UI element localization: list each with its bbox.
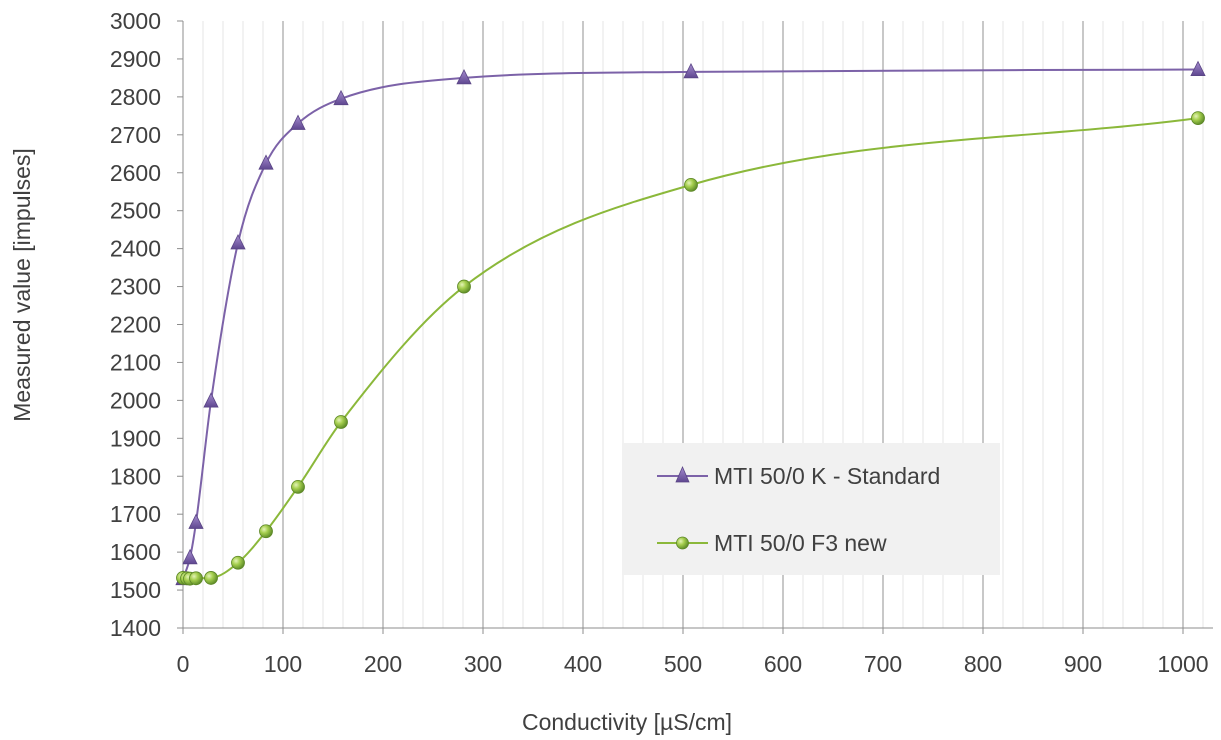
y-tick-label: 3000 xyxy=(110,8,161,34)
y-tick-label: 2200 xyxy=(110,312,161,338)
series-group xyxy=(175,60,1206,586)
data-point-circle xyxy=(684,177,698,192)
legend-triangle-marker xyxy=(675,465,690,483)
y-tick-label: 1600 xyxy=(110,539,161,565)
y-tick-label: 2500 xyxy=(110,198,161,224)
y-tick-label: 2900 xyxy=(110,46,161,72)
y-tick-label: 2800 xyxy=(110,84,161,110)
x-tick-label: 600 xyxy=(764,651,802,677)
legend-box xyxy=(622,443,1000,575)
data-point-triangle xyxy=(258,154,274,170)
y-tick-label: 2400 xyxy=(110,236,161,262)
data-point-circle xyxy=(231,555,245,570)
x-tick-labels: 0 100 200 300 400 500 600 700 800 900 1000 xyxy=(177,651,1209,677)
y-tick-label: 2700 xyxy=(110,122,161,148)
x-tick-label: 900 xyxy=(1064,651,1102,677)
x-tick-label: 700 xyxy=(864,651,902,677)
data-point-triangle xyxy=(188,513,204,529)
data-point-circle xyxy=(334,415,348,429)
data-point-circle xyxy=(189,571,203,586)
data-point-circle xyxy=(457,279,471,294)
x-tick-label: 800 xyxy=(964,651,1002,677)
axes xyxy=(177,20,1213,634)
x-tick-label: 400 xyxy=(564,651,602,677)
data-point-circle xyxy=(259,524,273,539)
x-axis-title: Conductivity [µS/cm] xyxy=(522,709,732,735)
data-point-triangle xyxy=(456,69,472,85)
data-point-triangle xyxy=(683,62,699,79)
y-tick-label: 1800 xyxy=(110,463,161,489)
y-tick-label: 2600 xyxy=(110,160,161,186)
y-tick-label: 2300 xyxy=(110,274,161,300)
x-tick-label: 100 xyxy=(264,651,302,677)
data-point-circle xyxy=(204,571,218,585)
legend-circle-marker xyxy=(676,536,689,550)
legend: MTI 50/0 K - Standard MTI 50/0 F3 new xyxy=(622,443,1000,575)
data-point-triangle xyxy=(333,89,349,106)
x-tick-label: 300 xyxy=(464,651,502,677)
legend-label-standard: MTI 50/0 K - Standard xyxy=(714,463,940,489)
y-tick-label: 2100 xyxy=(110,349,161,375)
data-point-triangle xyxy=(203,392,219,408)
data-point-triangle xyxy=(1190,60,1206,76)
y-axis-title: Measured value [impulses] xyxy=(9,148,35,422)
data-point-circle xyxy=(1191,111,1205,126)
x-tick-label: 1000 xyxy=(1157,651,1208,677)
x-tick-label: 500 xyxy=(664,651,702,677)
y-tick-label: 1700 xyxy=(110,501,161,527)
data-point-triangle xyxy=(290,114,306,130)
y-tick-label: 1900 xyxy=(110,425,161,451)
x-tick-label: 200 xyxy=(364,651,402,677)
data-point-triangle xyxy=(230,234,246,250)
series-f3-new xyxy=(176,111,1205,586)
data-point-circle xyxy=(291,479,305,494)
y-tick-labels: 1400 1500 1600 1700 1800 1900 2000 2100 2200 2300… xyxy=(110,8,161,641)
y-tick-label: 2000 xyxy=(110,387,161,413)
x-tick-label: 0 xyxy=(177,651,190,677)
data-point-triangle xyxy=(182,548,198,565)
y-tick-label: 1400 xyxy=(110,615,161,641)
y-tick-label: 1500 xyxy=(110,577,161,603)
legend-label-f3: MTI 50/0 F3 new xyxy=(714,530,887,556)
